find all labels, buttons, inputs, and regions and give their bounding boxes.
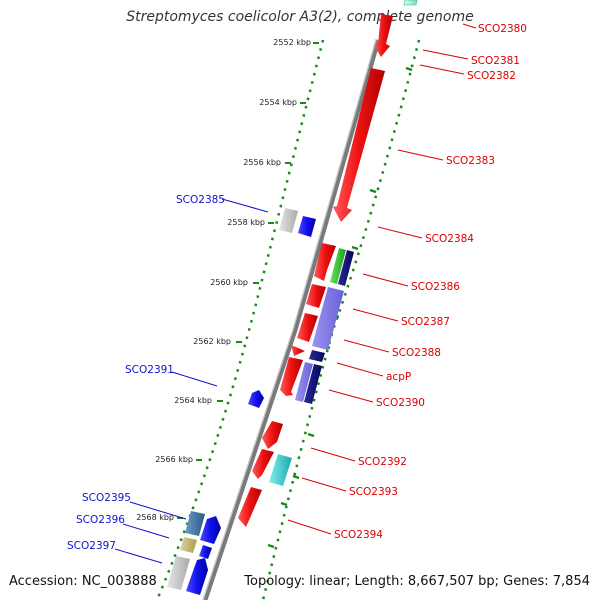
kbp-label: 2562 kbp xyxy=(193,337,231,346)
gene-label-acpp[interactable]: acpP xyxy=(386,371,411,383)
gene-acpP-navy[interactable] xyxy=(309,350,325,362)
gene-label-sco2387[interactable]: SCO2387 xyxy=(401,316,450,328)
kbp-label: 2554 kbp xyxy=(259,98,297,107)
reverse-strand-genes xyxy=(167,208,316,595)
genome-axis-highlight xyxy=(202,39,377,600)
gene-SCO2381[interactable] xyxy=(374,14,393,57)
gene-label-sco2394[interactable]: SCO2394 xyxy=(334,529,383,541)
kbp-scale: 2552 kbp 2554 kbp 2556 kbp 2558 kbp 2560… xyxy=(136,38,319,522)
gene-SCO2387-lav[interactable] xyxy=(312,287,344,350)
gene-label-sco2384[interactable]: SCO2384 xyxy=(425,233,474,245)
gene-SCO2397-blue[interactable] xyxy=(186,558,208,595)
gene-label-sco2390[interactable]: SCO2390 xyxy=(376,397,425,409)
dotted-track-left xyxy=(155,39,325,600)
gene-label-sco2395[interactable]: SCO2395 xyxy=(82,492,131,504)
gene-SCO2380[interactable] xyxy=(403,0,418,6)
gene-SCO2396-khaki[interactable] xyxy=(180,537,197,553)
gene-SCO2386-green[interactable] xyxy=(330,248,346,284)
right-track-ticks xyxy=(267,66,413,549)
left-gene-labels: SCO2385 SCO2391 SCO2395 SCO2396 SCO2397 xyxy=(67,194,269,564)
right-gene-labels: SCO2380 SCO2381 SCO2382 SCO2383 SCO2384 … xyxy=(287,23,527,541)
gene-SCO2383[interactable] xyxy=(333,68,385,222)
gene-SCO2391[interactable] xyxy=(248,390,264,408)
gene-label-sco2396[interactable]: SCO2396 xyxy=(76,514,125,526)
gene-SCO2390-red[interactable] xyxy=(280,357,303,396)
gene-label-sco2380[interactable]: SCO2380 xyxy=(478,23,527,35)
kbp-label: 2556 kbp xyxy=(243,158,281,167)
gene-label-sco2385[interactable]: SCO2385 xyxy=(176,194,225,206)
kbp-label: 2564 kbp xyxy=(174,396,212,405)
gene-SCO2387-red[interactable] xyxy=(306,284,326,308)
accession-label: Accession: NC_003888 xyxy=(9,574,157,589)
gene-label-sco2392[interactable]: SCO2392 xyxy=(358,456,407,468)
gene-label-sco2382[interactable]: SCO2382 xyxy=(467,70,516,82)
gene-SCO2390-navy[interactable] xyxy=(304,364,322,404)
gene-label-sco2388[interactable]: SCO2388 xyxy=(392,347,441,359)
kbp-label: 2560 kbp xyxy=(210,278,248,287)
kbp-label: 2558 kbp xyxy=(227,218,265,227)
gene-label-sco2381[interactable]: SCO2381 xyxy=(471,55,520,67)
gene-label-sco2383[interactable]: SCO2383 xyxy=(446,155,495,167)
gene-label-sco2393[interactable]: SCO2393 xyxy=(349,486,398,498)
genome-axis xyxy=(202,39,381,600)
gene-SCO2392[interactable] xyxy=(262,421,283,449)
gene-SCO2397-grey[interactable] xyxy=(167,556,190,590)
kbp-label: 2566 kbp xyxy=(155,455,193,464)
gene-SCO2388[interactable] xyxy=(297,313,318,342)
gene-SCO2395-steel[interactable] xyxy=(185,511,205,536)
gene-label-sco2386[interactable]: SCO2386 xyxy=(411,281,460,293)
gene-SCO2390-lav[interactable] xyxy=(295,362,313,402)
gene-label-sco2397[interactable]: SCO2397 xyxy=(67,540,116,552)
topology-label: Topology: linear; Length: 8,667,507 bp; … xyxy=(244,574,590,589)
gene-label-sco2391[interactable]: SCO2391 xyxy=(125,364,174,376)
forward-strand-genes xyxy=(238,0,418,527)
gene-SCO2396-blue[interactable] xyxy=(199,545,212,559)
gene-SCO2393-cyan[interactable] xyxy=(269,454,292,486)
kbp-label: 2552 kbp xyxy=(273,38,311,47)
gene-SCO2395-blue[interactable] xyxy=(200,516,221,544)
gene-SCO2385-grey[interactable] xyxy=(279,208,298,233)
gene-SCO2386-navy[interactable] xyxy=(338,250,354,286)
gene-SCO2385-blue[interactable] xyxy=(298,216,316,237)
gene-SCO2394[interactable] xyxy=(238,487,262,527)
kbp-label: 2568 kbp xyxy=(136,513,174,522)
gene-acpP[interactable] xyxy=(291,345,305,356)
gene-SCO2384[interactable] xyxy=(314,243,336,281)
gene-SCO2393-red[interactable] xyxy=(252,449,274,479)
